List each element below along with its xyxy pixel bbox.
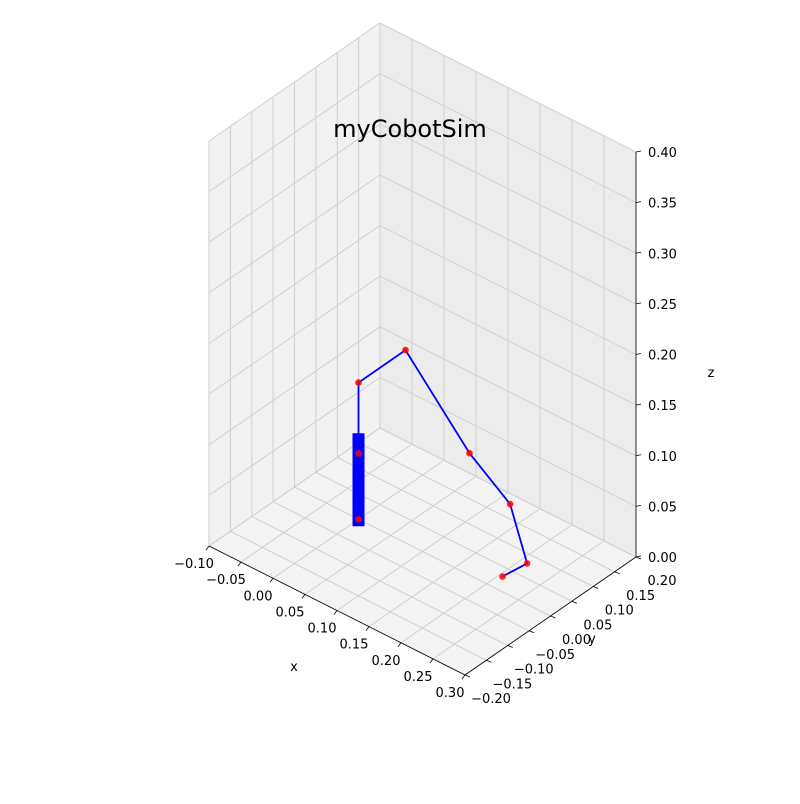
x-tick-mark [301, 594, 306, 599]
joint-point [523, 560, 531, 567]
x-tick-mark [333, 610, 338, 615]
z-tick-label: 0.35 [648, 197, 677, 212]
z-gridline [208, 73, 637, 204]
x-axis-label: x [290, 660, 298, 675]
y-tick-label: 0.05 [583, 618, 612, 633]
z-tick-mark [635, 251, 642, 254]
x-tick-label: 0.05 [276, 605, 305, 620]
z-tick-mark [635, 201, 642, 204]
y-tick-label: 0.00 [562, 633, 591, 648]
x-tick-mark [365, 626, 370, 631]
z-tick-label: 0.25 [648, 298, 677, 313]
x-tick-label: 0.25 [404, 670, 433, 685]
y-tick-mark [635, 556, 642, 560]
y-tick-label: −0.05 [535, 648, 575, 663]
x-tick-label: 0.00 [244, 589, 273, 604]
z-tick-mark [635, 454, 642, 457]
z-tick-mark [635, 555, 642, 558]
y-tick-mark [507, 645, 513, 648]
tick-labels: −0.10−0.050.000.050.100.150.200.250.30 −0… [174, 146, 677, 707]
joint-point [355, 450, 362, 457]
z-tick-label: 0.10 [648, 450, 677, 465]
y-tick-label: 0.20 [648, 574, 677, 589]
joint-point [355, 379, 362, 386]
robot-arm [352, 346, 531, 580]
joint-point [402, 346, 409, 354]
x-tick-label: 0.10 [308, 622, 337, 637]
z-axis-label: z [708, 366, 715, 381]
y-tick-mark [464, 674, 471, 678]
y-tick-label: 0.15 [626, 589, 655, 604]
x-tick-label: 0.15 [340, 638, 369, 653]
y-tick-mark [571, 600, 578, 604]
y-tick-label: −0.20 [471, 692, 511, 707]
joint-point [499, 573, 506, 580]
axis-lines [205, 150, 642, 680]
z-gridline [208, 275, 637, 406]
chart-title: myCobotSim [333, 115, 487, 143]
z-gridline [208, 427, 637, 558]
y-tick-mark [528, 630, 535, 634]
y-tick-mark [486, 659, 492, 663]
z-gridline [208, 224, 637, 355]
y-tick-mark [614, 571, 620, 575]
joint-point [466, 449, 473, 457]
z-gridline [208, 174, 637, 305]
x-tick-label: −0.10 [174, 557, 214, 572]
z-tick-label: 0.20 [648, 349, 677, 364]
z-tick-label: 0.40 [648, 146, 677, 161]
x-tick-label: 0.30 [436, 686, 465, 701]
z-tick-mark [635, 150, 642, 153]
y-tick-mark [550, 615, 556, 619]
joint-point [506, 500, 514, 508]
z-gridline [208, 123, 637, 254]
z-tick-mark [635, 353, 642, 355]
y-tick-label: 0.10 [605, 604, 634, 619]
z-tick-mark [635, 403, 642, 406]
y-tick-label: −0.15 [492, 677, 532, 692]
x-tick-label: −0.05 [206, 573, 246, 588]
x-tick-mark [269, 578, 274, 583]
x-tick-mark [205, 545, 210, 551]
z-tick-mark [635, 504, 642, 507]
x-tick-mark [237, 561, 242, 567]
z-tick-label: 0.00 [648, 551, 677, 566]
x-tick-mark [461, 674, 466, 680]
y-axis-label: y [588, 632, 596, 647]
x-tick-mark [397, 642, 402, 647]
x-tick-mark [429, 658, 434, 664]
z-tick-label: 0.30 [648, 247, 677, 262]
z-gridline [208, 22, 637, 153]
robot-link-line [357, 349, 528, 578]
z-tick-label: 0.05 [648, 500, 677, 515]
y-tick-label: −0.10 [514, 663, 554, 678]
z-gridline [208, 376, 637, 507]
x-tick-label: 0.20 [372, 654, 401, 669]
joint-point [355, 516, 362, 523]
y-tick-mark [593, 586, 599, 589]
z-tick-mark [635, 302, 642, 305]
z-gridline [208, 326, 637, 457]
z-tick-label: 0.15 [648, 399, 677, 414]
